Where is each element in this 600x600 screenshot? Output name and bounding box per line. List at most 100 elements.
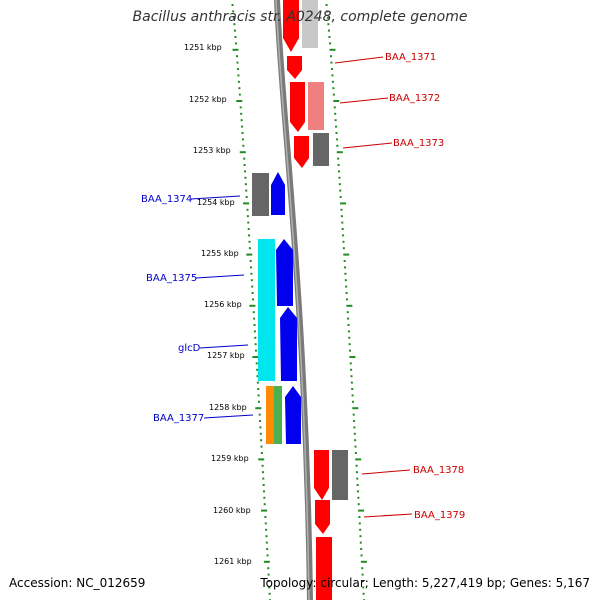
tick-mark — [347, 317, 350, 320]
feature-block — [313, 133, 329, 166]
tick-mark — [264, 516, 267, 518]
left-tick-track — [231, 4, 271, 600]
tick-mark — [249, 304, 256, 307]
ruler-label: 1256 kbp — [204, 300, 242, 309]
tick-mark — [358, 516, 361, 518]
tick-mark — [247, 228, 250, 230]
tick-mark — [259, 426, 262, 429]
tick-mark — [234, 36, 237, 38]
tick-mark — [338, 170, 341, 173]
tick-mark — [361, 567, 364, 570]
tick-mark — [330, 61, 333, 64]
tick-mark — [248, 247, 251, 250]
tick-mark — [261, 471, 264, 474]
tick-mark — [348, 343, 351, 346]
tick-mark — [336, 144, 339, 147]
tick-mark — [361, 580, 364, 582]
feature-arrow — [285, 386, 301, 444]
tick-mark — [247, 221, 250, 224]
tick-mark — [359, 528, 362, 531]
tick-mark — [350, 381, 353, 384]
tick-mark — [233, 29, 236, 32]
tick-mark — [233, 23, 236, 26]
tick-mark — [236, 100, 243, 102]
tick-mark — [245, 196, 248, 198]
tick-mark — [263, 560, 270, 563]
tick-mark — [343, 260, 346, 262]
reverse-features-top — [283, 0, 329, 168]
feature-arrow — [283, 0, 299, 52]
tick-mark — [244, 170, 247, 173]
tick-mark — [337, 157, 340, 160]
tick-mark — [349, 362, 352, 365]
tick-mark — [357, 490, 360, 493]
forward-features-mid — [252, 172, 301, 444]
ruler-label: 1252 kbp — [189, 95, 227, 104]
tick-mark — [257, 400, 260, 403]
tick-mark — [356, 484, 359, 486]
tick-mark — [252, 356, 259, 358]
right-tick-track — [325, 4, 367, 600]
tick-mark — [340, 215, 343, 218]
tick-mark — [347, 324, 350, 326]
tick-mark — [333, 100, 340, 102]
gene-label-BAA_1372[interactable]: BAA_1372 — [389, 93, 440, 104]
tick-mark — [244, 183, 247, 186]
tick-mark — [243, 202, 250, 205]
tick-mark — [354, 452, 357, 454]
tick-mark — [261, 464, 264, 467]
gene-label-BAA_1374[interactable]: BAA_1374 — [141, 194, 192, 205]
tick-mark — [339, 196, 342, 198]
tick-mark — [265, 535, 268, 538]
tick-mark — [359, 541, 362, 544]
tick-mark — [345, 285, 348, 288]
tick-mark — [241, 132, 244, 134]
gene-label-BAA_1379[interactable]: BAA_1379 — [414, 510, 465, 521]
tick-mark — [268, 586, 271, 589]
feature-arrow — [290, 82, 305, 132]
tick-mark — [263, 496, 266, 499]
gene-label-BAA_1375[interactable]: BAA_1375 — [146, 273, 197, 284]
tick-mark — [262, 484, 265, 486]
feature-block — [332, 450, 348, 500]
tick-mark — [260, 439, 263, 442]
tick-mark — [331, 80, 334, 83]
gene-label-BAA_1377[interactable]: BAA_1377 — [153, 413, 204, 424]
tick-mark — [326, 16, 329, 19]
tick-mark — [255, 407, 262, 410]
tick-mark — [257, 388, 260, 390]
tick-mark — [259, 432, 262, 435]
gene-label-BAA_1371[interactable]: BAA_1371 — [385, 52, 436, 63]
feature-block — [274, 386, 282, 444]
feature-arrow — [315, 500, 330, 534]
tick-mark — [343, 253, 350, 256]
tick-mark — [357, 503, 360, 506]
tick-mark — [345, 292, 348, 294]
tick-mark — [327, 29, 330, 32]
tick-mark — [239, 151, 246, 154]
tick-mark — [341, 221, 344, 224]
tick-mark — [338, 176, 341, 179]
tick-mark — [332, 87, 335, 90]
tick-mark — [232, 16, 235, 19]
tick-mark — [362, 586, 365, 589]
tick-mark — [248, 234, 251, 237]
tick-mark — [335, 125, 338, 128]
tick-mark — [246, 208, 249, 211]
tick-mark — [349, 356, 356, 358]
gene-label-glcD[interactable]: glcD — [178, 343, 201, 354]
tick-mark — [268, 592, 271, 595]
gene-label-BAA_1373[interactable]: BAA_1373 — [393, 138, 444, 149]
ruler-label: 1255 kbp — [201, 249, 239, 258]
tick-mark — [251, 285, 254, 288]
gene-label-BAA_1378[interactable]: BAA_1378 — [413, 465, 464, 476]
tick-mark — [359, 535, 362, 538]
feature-arrow — [280, 307, 297, 381]
tick-mark — [258, 458, 265, 461]
tick-mark — [361, 573, 364, 576]
tick-mark — [335, 132, 338, 134]
tick-mark — [249, 260, 252, 262]
ruler-label: 1253 kbp — [193, 146, 231, 155]
tick-mark — [330, 68, 333, 70]
tick-mark — [243, 157, 246, 160]
